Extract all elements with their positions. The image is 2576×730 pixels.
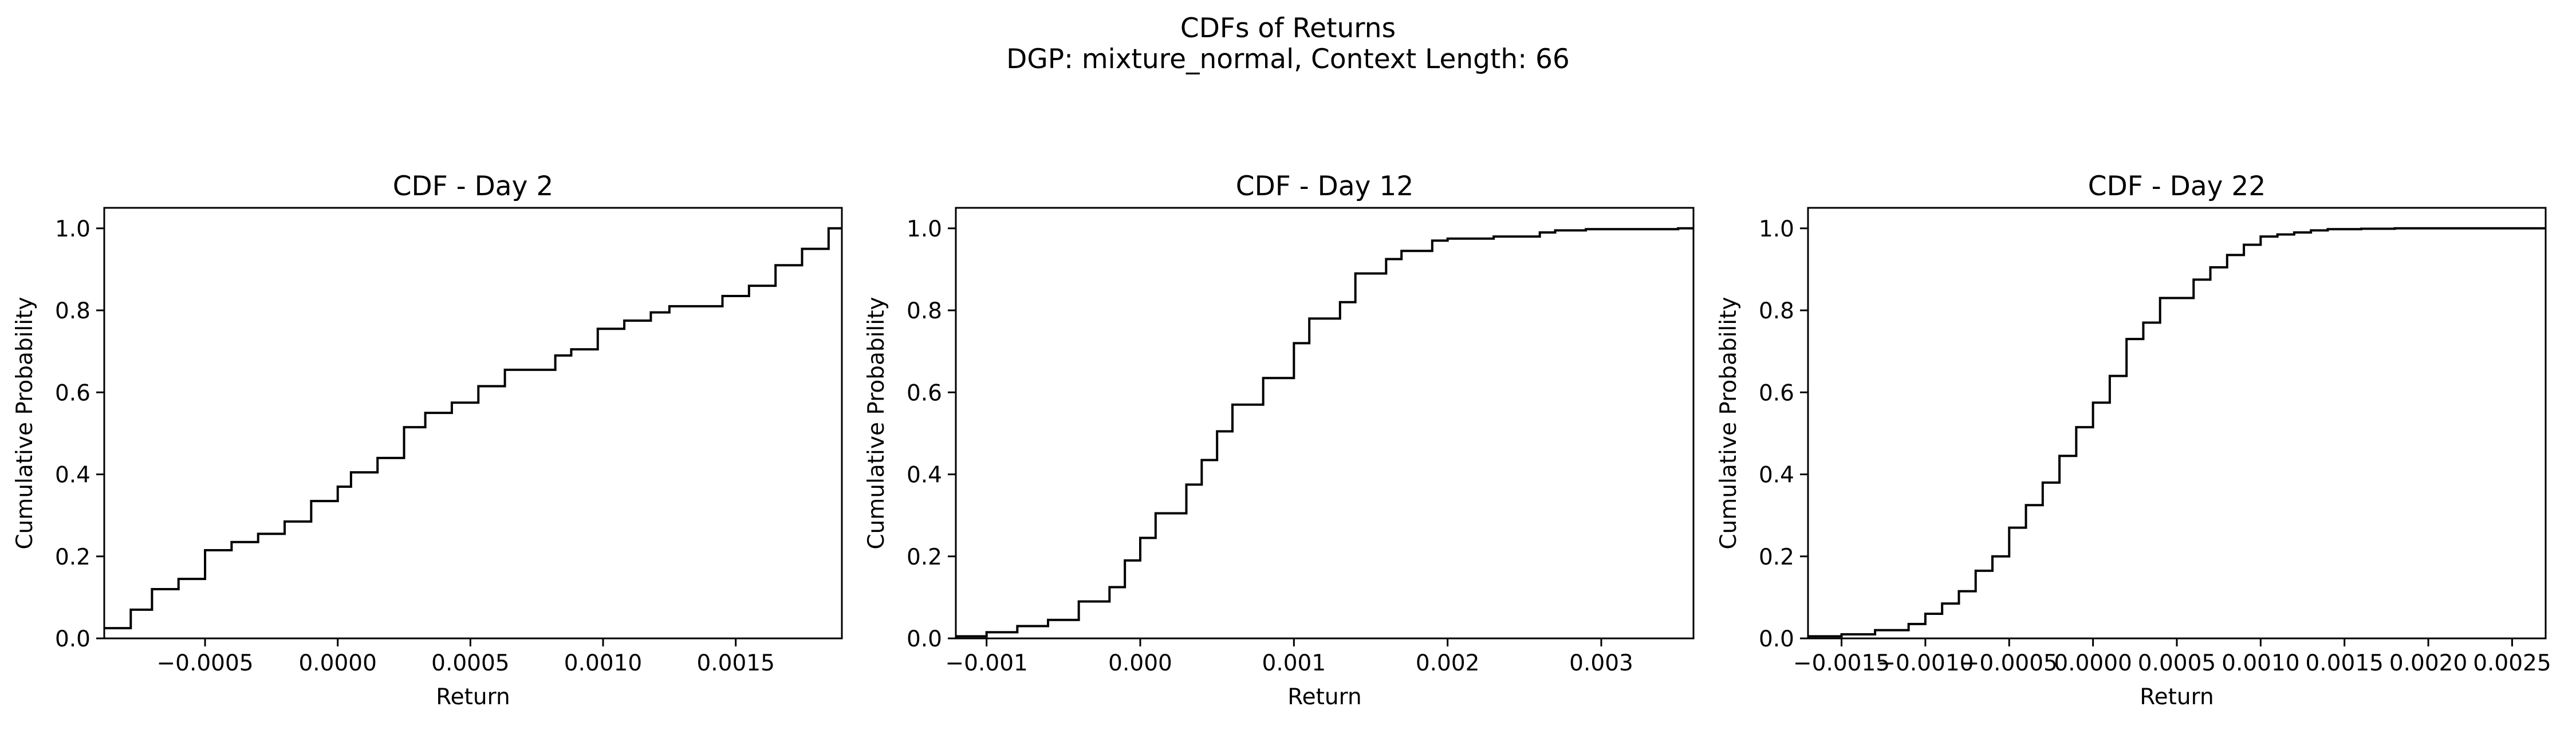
- y-tick-label: 0.4: [907, 463, 942, 488]
- axes-frame: [955, 207, 1695, 640]
- x-axis-label: Return: [436, 684, 510, 710]
- x-tick-label: 0.0000: [298, 650, 376, 676]
- cdf-step-line: [1808, 227, 2546, 638]
- x-tick-label: 0.0015: [696, 650, 774, 676]
- y-tick-label: 0.6: [907, 380, 942, 406]
- x-tick-label: 0.003: [1569, 650, 1633, 676]
- x-tick-label: 0.000: [1108, 650, 1172, 676]
- subplot-title: CDF - Day 2: [393, 171, 554, 202]
- x-tick-label: 0.002: [1416, 650, 1480, 676]
- y-tick-label: 1.0: [55, 216, 90, 242]
- x-tick-label: 0.0010: [2221, 650, 2299, 676]
- figure-title: CDFs of Returns: [1180, 13, 1396, 44]
- x-tick-label: −0.0010: [1877, 650, 1974, 676]
- y-tick-label: 0.8: [1759, 298, 1794, 324]
- y-tick-label: 0.2: [55, 544, 90, 570]
- axes-frame: [103, 207, 843, 640]
- x-tick-label: 0.0015: [2305, 650, 2383, 676]
- x-tick-label: 0.0005: [431, 650, 509, 676]
- y-tick-label: 0.4: [55, 463, 90, 488]
- subplot-2: −0.001 0.000 0.001 0.002 0.003 0.0 0.2 0.4 0.6 0.…: [864, 171, 1695, 710]
- y-tick-label: 0.8: [907, 298, 942, 324]
- x-tick-label: −0.0005: [1961, 650, 2058, 676]
- cdf-step-line: [104, 227, 842, 630]
- y-axis-label: Cumulative Probability: [864, 297, 889, 549]
- y-axis-label: Cumulative Probability: [1716, 297, 1742, 549]
- cdf-step-line: [956, 227, 1693, 638]
- x-axis-label: Return: [2140, 684, 2213, 710]
- x-axis-label: Return: [1287, 684, 1361, 710]
- subplot-1: −0.0005 0.0000 0.0005 0.0010 0.0015 0.0 0.2 0.4…: [12, 171, 843, 710]
- x-tick-label: 0.001: [1262, 650, 1326, 676]
- y-tick-label: 0.4: [1759, 463, 1794, 488]
- x-tick-label: −0.0005: [156, 650, 253, 676]
- x-tick-label: 0.0020: [2389, 650, 2467, 676]
- x-tick-label: 0.0005: [2138, 650, 2216, 676]
- subplot-title: CDF - Day 12: [1236, 171, 1413, 202]
- x-tick-label: −0.0015: [1793, 650, 1890, 676]
- y-tick-label: 0.2: [907, 544, 942, 570]
- y-tick-label: 0.0: [55, 626, 90, 652]
- y-tick-label: 0.2: [1759, 544, 1794, 570]
- x-tick-label: 0.0000: [2054, 650, 2132, 676]
- figure-subtitle: DGP: mixture_normal, Context Length: 66: [1006, 44, 1570, 75]
- y-tick-label: 0.6: [55, 380, 90, 406]
- axes-frame: [1807, 207, 2547, 640]
- y-axis-label: Cumulative Probability: [12, 297, 38, 549]
- y-tick-label: 0.0: [1759, 626, 1794, 652]
- y-tick-label: 1.0: [1759, 216, 1794, 242]
- y-tick-label: 0.6: [1759, 380, 1794, 406]
- x-tick-label: 0.0010: [564, 650, 642, 676]
- x-tick-label: 0.0025: [2473, 650, 2551, 676]
- x-tick-label: −0.001: [946, 650, 1028, 676]
- y-tick-label: 0.0: [907, 626, 942, 652]
- y-tick-label: 0.8: [55, 298, 90, 324]
- y-tick-label: 1.0: [907, 216, 942, 242]
- subplot-title: CDF - Day 22: [2088, 171, 2266, 202]
